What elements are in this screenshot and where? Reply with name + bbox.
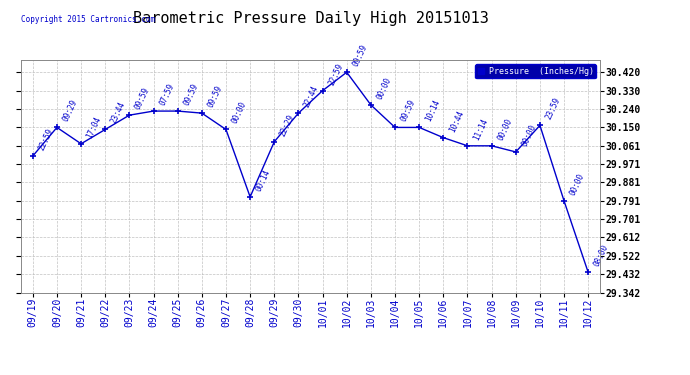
Text: 10:44: 10:44 <box>448 109 466 134</box>
Text: 22:29: 22:29 <box>279 113 297 138</box>
Pressure  (Inches/Hg) <box>342 70 351 75</box>
Text: 09:59: 09:59 <box>134 86 152 111</box>
Pressure  (Inches/Hg) <box>197 111 206 116</box>
Text: 00:00: 00:00 <box>496 117 514 142</box>
Pressure  (Inches/Hg) <box>221 127 230 132</box>
Pressure  (Inches/Hg) <box>270 140 278 144</box>
Pressure  (Inches/Hg) <box>584 270 592 275</box>
Pressure  (Inches/Hg) <box>149 109 157 113</box>
Text: Barometric Pressure Daily High 20151013: Barometric Pressure Daily High 20151013 <box>132 11 489 26</box>
Text: 00:14: 00:14 <box>255 168 273 193</box>
Legend: Pressure  (Inches/Hg): Pressure (Inches/Hg) <box>475 64 596 78</box>
Pressure  (Inches/Hg) <box>487 144 495 148</box>
Pressure  (Inches/Hg) <box>125 113 133 117</box>
Text: Copyright 2015 Cartronics.com: Copyright 2015 Cartronics.com <box>21 15 155 24</box>
Text: 22:59: 22:59 <box>327 62 345 87</box>
Pressure  (Inches/Hg) <box>101 127 109 132</box>
Pressure  (Inches/Hg) <box>535 123 544 128</box>
Pressure  (Inches/Hg) <box>173 109 181 113</box>
Text: 09:29: 09:29 <box>61 99 79 123</box>
Text: 09:59: 09:59 <box>351 44 369 68</box>
Pressure  (Inches/Hg) <box>52 125 61 130</box>
Text: 17:04: 17:04 <box>86 115 104 140</box>
Pressure  (Inches/Hg) <box>318 88 326 93</box>
Text: 09:59: 09:59 <box>182 82 200 107</box>
Pressure  (Inches/Hg) <box>77 141 85 146</box>
Pressure  (Inches/Hg) <box>391 125 399 130</box>
Pressure  (Inches/Hg) <box>511 150 520 154</box>
Pressure  (Inches/Hg) <box>463 144 471 148</box>
Pressure  (Inches/Hg) <box>415 125 423 130</box>
Line: Pressure  (Inches/Hg): Pressure (Inches/Hg) <box>29 69 592 276</box>
Pressure  (Inches/Hg) <box>29 154 37 158</box>
Text: 08:00: 08:00 <box>593 243 611 268</box>
Pressure  (Inches/Hg) <box>246 195 254 199</box>
Pressure  (Inches/Hg) <box>366 103 375 107</box>
Text: 07:59: 07:59 <box>158 82 176 107</box>
Pressure  (Inches/Hg) <box>439 135 447 140</box>
Text: 00:00: 00:00 <box>375 76 393 101</box>
Text: 22:44: 22:44 <box>303 84 321 109</box>
Text: 22:59: 22:59 <box>37 127 55 152</box>
Text: 10:14: 10:14 <box>424 99 442 123</box>
Text: 09:59: 09:59 <box>206 84 224 109</box>
Text: 00:00: 00:00 <box>569 172 586 197</box>
Text: 11:14: 11:14 <box>472 117 490 142</box>
Text: 00:00: 00:00 <box>230 100 248 125</box>
Text: 00:00: 00:00 <box>520 123 538 148</box>
Pressure  (Inches/Hg) <box>294 111 302 116</box>
Text: 23:44: 23:44 <box>110 100 128 125</box>
Pressure  (Inches/Hg) <box>560 199 568 203</box>
Text: 23:59: 23:59 <box>544 96 562 121</box>
Text: 09:59: 09:59 <box>400 99 417 123</box>
